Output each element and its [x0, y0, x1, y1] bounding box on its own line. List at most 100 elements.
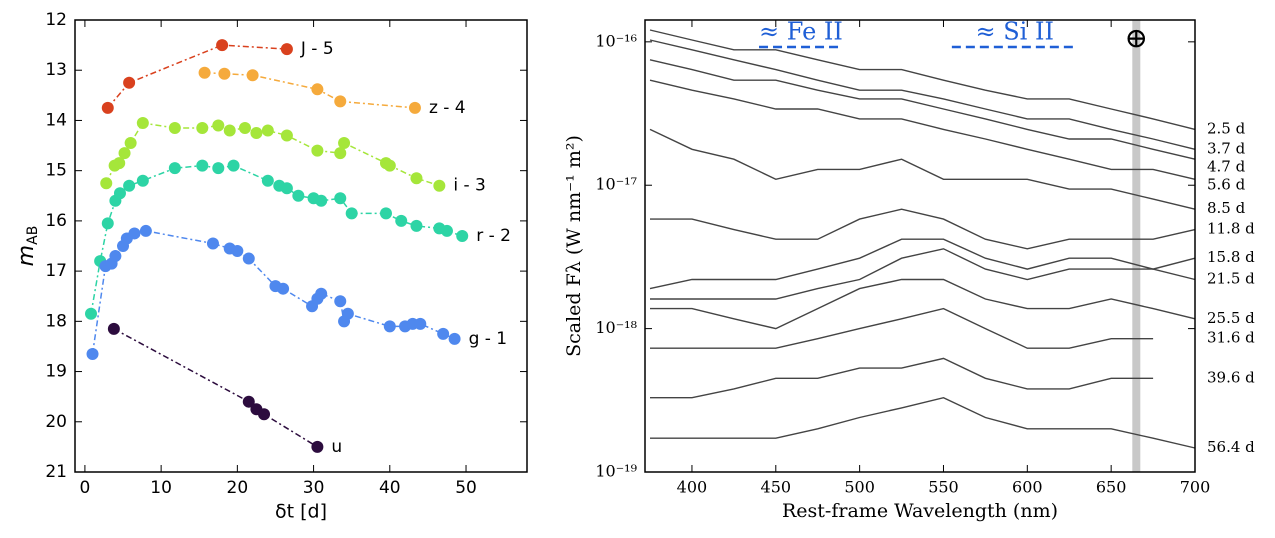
series-label: 4.7 d: [1207, 157, 1246, 175]
data-point: [410, 219, 423, 232]
data-point: [101, 101, 114, 114]
data-point: [292, 189, 305, 202]
series-label: 25.5 d: [1207, 309, 1255, 327]
x-tick-label: 40: [379, 478, 401, 498]
data-point: [334, 95, 347, 108]
x-tick-label: 20: [227, 478, 249, 498]
light-curve-line: [204, 71, 416, 109]
data-point: [124, 137, 137, 150]
light-curve-panel: 0 10 20 30 40 50 12 13 14 15 16 17 18 19 20 21 J - 5 z - …: [14, 10, 528, 523]
series-label: 39.6 d: [1207, 368, 1255, 386]
plot-frame: [74, 19, 528, 473]
data-point: [261, 124, 274, 137]
y-tick-label: 12: [45, 10, 67, 30]
y-tick-label: 10⁻¹⁹: [595, 462, 637, 481]
data-point: [206, 237, 219, 250]
spectrum-line: [650, 278, 1196, 330]
spectrum-line: [650, 396, 1196, 449]
x-tick-label: 50: [455, 478, 477, 498]
series-label: 5.6 d: [1207, 175, 1246, 193]
data-point: [258, 408, 271, 421]
light-curve-line: [105, 122, 440, 187]
data-point: [227, 159, 240, 172]
data-point: [410, 172, 423, 185]
data-point: [379, 207, 392, 220]
data-point: [231, 245, 244, 258]
data-point: [345, 207, 358, 220]
y-tick-label: 17: [45, 261, 67, 281]
data-point: [113, 187, 126, 200]
data-point: [315, 287, 328, 300]
annotation-label: ≈ Si II: [976, 18, 1054, 46]
data-point: [136, 174, 149, 187]
y-tick-label: 13: [45, 60, 67, 80]
y-tick-label: 20: [45, 412, 67, 432]
spectrum-line: [649, 39, 1196, 150]
y-tick-label: 10⁻¹⁶: [595, 31, 637, 50]
spectrum-line: [649, 128, 1196, 210]
telluric-band: [1132, 20, 1141, 472]
y-tick-label: 18: [45, 311, 67, 331]
x-tick-label: 600: [1012, 478, 1043, 497]
data-point: [113, 157, 126, 170]
data-point: [168, 162, 181, 175]
series-label: J - 5: [300, 39, 334, 59]
y-tick-label: 19: [45, 362, 67, 382]
series-label: 21.5 d: [1207, 270, 1255, 288]
data-point: [277, 282, 290, 295]
series-label: u: [331, 437, 342, 457]
data-point: [123, 76, 136, 89]
y-axis-label-main: m: [14, 245, 39, 266]
data-point: [107, 322, 120, 335]
x-tick-label: 400: [677, 478, 708, 497]
data-point: [280, 129, 293, 142]
data-point: [334, 147, 347, 160]
series-label: z - 4: [429, 98, 466, 118]
series-label: r - 2: [476, 226, 511, 246]
data-point: [238, 121, 251, 134]
series-label: 31.6 d: [1207, 329, 1255, 347]
y-tick-label: 15: [45, 161, 67, 181]
x-axis-label: Rest-frame Wavelength (nm): [782, 500, 1058, 522]
spectrum-line: [650, 248, 1196, 300]
x-tick-label: 10: [150, 478, 172, 498]
spectrum-line: [650, 357, 1154, 399]
y-axis-label: mAB: [14, 226, 41, 267]
series-label: 15.8 d: [1207, 248, 1255, 266]
series-label: 3.7 d: [1207, 139, 1246, 157]
y-axis-label-main: Scaled Fλ (W nm⁻¹ m²): [563, 135, 585, 357]
data-point: [196, 121, 209, 134]
data-point: [216, 39, 229, 52]
data-point: [280, 182, 293, 195]
x-tick-label: 0: [79, 478, 90, 498]
data-point: [109, 250, 122, 263]
data-point: [341, 307, 354, 320]
spectra-panel: ⊕ 400 450 500 550 600 650 700 10⁻¹⁹ 10⁻¹⁸ 10⁻¹⁷ 10⁻…: [563, 18, 1255, 523]
data-point: [433, 179, 446, 192]
data-point: [250, 127, 263, 139]
data-point: [242, 395, 255, 408]
series-label: i - 3: [453, 176, 485, 196]
x-tick-label: 500: [844, 478, 875, 497]
data-point: [334, 192, 347, 205]
x-axis-label: δt [d]: [275, 501, 327, 523]
y-tick-label: 14: [45, 110, 67, 130]
data-point: [414, 317, 427, 330]
series-label: 11.8 d: [1207, 220, 1255, 238]
data-point: [101, 217, 114, 230]
data-point: [136, 116, 149, 129]
data-point: [395, 214, 408, 227]
telluric-symbol: ⊕: [1125, 22, 1148, 55]
light-curve-line: [107, 44, 287, 109]
data-point: [448, 332, 461, 345]
data-point: [218, 67, 231, 80]
data-point: [168, 121, 181, 134]
y-tick-label: 10⁻¹⁸: [595, 318, 637, 337]
x-tick-label: 450: [761, 478, 792, 497]
x-tick-label: 700: [1180, 478, 1211, 497]
data-point: [280, 43, 293, 56]
data-point: [212, 162, 225, 175]
y-axis-label: Scaled Fλ (W nm⁻¹ m²): [563, 135, 585, 357]
y-axis-label-sub: AB: [25, 226, 41, 245]
